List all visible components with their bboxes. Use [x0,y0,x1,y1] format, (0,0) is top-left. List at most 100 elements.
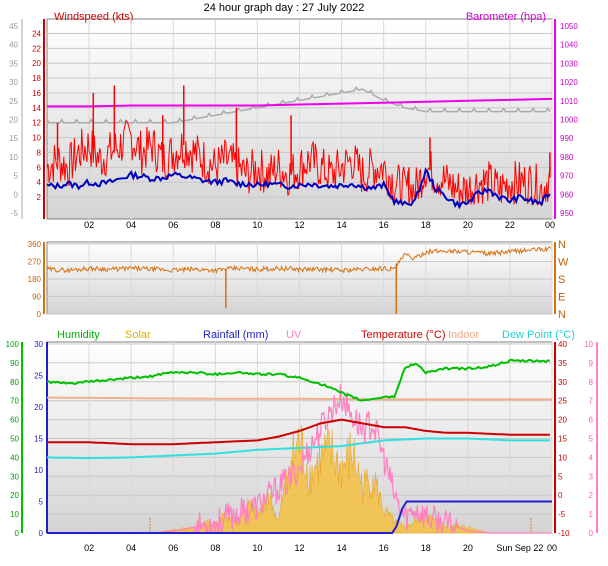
wind-left-tick: 10 [32,134,41,143]
humidity-tick: 40 [10,453,19,462]
average-wind-line [46,167,551,210]
wind-x-tick: 00 [545,220,555,230]
far-left-tick: 45 [9,22,18,31]
baro-tick: 1020 [560,78,578,87]
uv-tick: 9 [589,359,594,368]
uv-tick: 5 [589,435,594,444]
dir-left-tick: 360 [28,240,42,249]
far-left-tick: 5 [14,172,19,181]
wind-x-tick: 10 [252,220,262,230]
uv-tick: 6 [589,416,594,425]
wind-grid [47,19,553,219]
temp-tick: 40 [558,340,567,349]
baro-tick: 1040 [560,41,578,50]
temp-tick: -10 [558,529,570,538]
uv-tick: 2 [589,491,594,500]
wind-x-tick: 12 [294,220,304,230]
far-left-tick: 30 [9,78,18,87]
direction-grid [47,242,553,315]
far-left-tick: 0 [14,190,19,199]
temp-tick: 35 [558,359,567,368]
temp-tick: 0 [558,491,563,500]
rain-tick: 25 [34,372,43,381]
wind-left-tick: 2 [37,193,42,202]
wind-left-tick: 6 [37,163,42,172]
wind-x-tick: 04 [126,220,136,230]
wind-left-tick: 20 [32,59,41,68]
uv-tick: 7 [589,397,594,406]
wind-left-tick: 24 [32,29,41,38]
wind-x-tick: 18 [421,220,431,230]
climate-series [46,358,552,535]
climate-x-tick: 04 [126,543,136,553]
climate-x-tick: 00 [547,543,557,553]
far-left-tick: 20 [9,116,18,125]
temp-tick: 25 [558,397,567,406]
climate-x-tick: 20 [463,543,473,553]
far-left-tick: 35 [9,59,18,68]
baro-tick: 980 [560,153,574,162]
dir-left-tick: 0 [37,310,42,319]
climate-x-tick: 12 [294,543,304,553]
wind-left-tick: 16 [32,89,41,98]
far-left-tick: 15 [9,134,18,143]
uv-tick: 8 [589,378,594,387]
barometer-label: Barometer (hpa) [466,11,546,23]
humidity-tick: 30 [10,472,19,481]
humidity-tick: 70 [10,397,19,406]
climate-x-tick: 10 [252,543,262,553]
wind-left-tick: 4 [37,178,42,187]
rain-tick: 20 [34,403,43,412]
barometer-line [47,97,553,108]
temp-tick: 30 [558,378,567,387]
humidity-line [47,358,550,402]
humidity-tick: 20 [10,491,19,500]
temp-tick: -5 [558,510,566,519]
humidity-tick: 0 [15,529,20,538]
humidity-tick: 10 [10,510,19,519]
baro-tick: 1000 [560,116,578,125]
wind-x-tick: 02 [84,220,94,230]
compass-tick: N [558,309,566,321]
climate-x-tick: 02 [84,543,94,553]
windspeed-label: Windspeed (kts) [54,11,133,23]
wind-x-tick: 08 [210,220,220,230]
rain-tick: 15 [34,435,43,444]
uv-tick: 4 [589,453,594,462]
chart-title: 24 hour graph day : 27 July 2022 [204,2,365,14]
climate-x-axis: 02 04 06 08 10 12 14 16 18 20 Sun Sep 22 00 [84,543,557,553]
temp-gray-line [46,86,551,124]
indoor-line [46,396,552,401]
wind-series [46,85,553,210]
uv-tick: 0 [589,529,594,538]
wind-x-tick: 14 [337,220,347,230]
temp-tick: 5 [558,472,563,481]
wind-x-tick: 20 [463,220,473,230]
wind-left-tick: 14 [32,104,41,113]
climate-x-tick: 08 [210,543,220,553]
temp-tick: 15 [558,435,567,444]
rainfall-axis: 30 25 20 15 10 5 0 [34,340,48,538]
far-left-tick: 25 [9,97,18,106]
wind-left-tick: 8 [37,148,42,157]
climate-x-tick: 14 [337,543,347,553]
humidity-tick: 100 [6,340,20,349]
rainfall-line [47,500,552,534]
humidity-tick: 80 [10,378,19,387]
temperature-axis: 40 35 30 25 20 15 10 5 0 -5 -10 [554,340,570,538]
baro-tick: 1010 [560,97,578,106]
baro-tick: 990 [560,134,574,143]
legend-indoor: Indoor [448,329,480,341]
compass-tick: W [558,257,569,269]
legend-dewpoint: Dew Point (°C) [502,329,575,341]
direction-left-axis: 360 270 180 90 0 [28,240,45,319]
climate-x-tick: 16 [379,543,389,553]
compass-tick: N [558,239,566,251]
climate-x-tick: Sun Sep 22 [496,543,543,553]
dir-left-tick: 270 [28,258,42,267]
temp-tick: 20 [558,416,567,425]
uv-tick: 10 [584,340,593,349]
